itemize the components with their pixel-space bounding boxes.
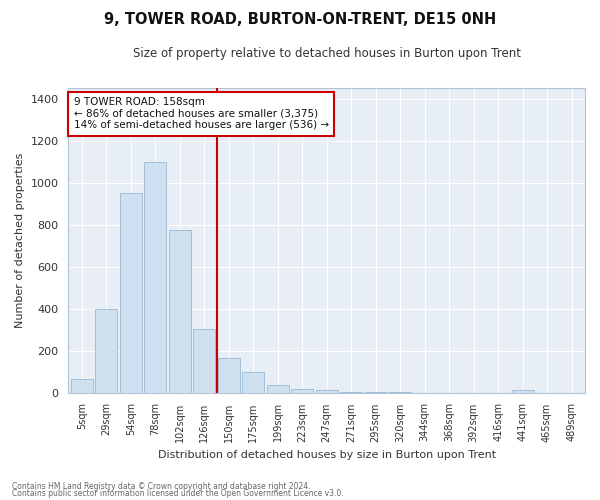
Bar	[120, 193, 142, 392]
Bar	[267, 385, 289, 392]
Bar	[169, 230, 191, 392]
Text: 9 TOWER ROAD: 158sqm
← 86% of detached houses are smaller (3,375)
14% of semi-de: 9 TOWER ROAD: 158sqm ← 86% of detached h…	[74, 97, 329, 130]
Bar	[242, 372, 264, 392]
X-axis label: Distribution of detached houses by size in Burton upon Trent: Distribution of detached houses by size …	[158, 450, 496, 460]
Bar	[95, 308, 118, 392]
Bar	[291, 389, 313, 392]
Bar	[71, 379, 93, 392]
Text: Contains public sector information licensed under the Open Government Licence v3: Contains public sector information licen…	[12, 489, 344, 498]
Title: Size of property relative to detached houses in Burton upon Trent: Size of property relative to detached ho…	[133, 48, 521, 60]
Y-axis label: Number of detached properties: Number of detached properties	[15, 152, 25, 328]
Text: 9, TOWER ROAD, BURTON-ON-TRENT, DE15 0NH: 9, TOWER ROAD, BURTON-ON-TRENT, DE15 0NH	[104, 12, 496, 28]
Bar	[512, 390, 533, 392]
Bar	[193, 328, 215, 392]
Bar	[316, 390, 338, 392]
Bar	[218, 358, 240, 392]
Bar	[145, 162, 166, 392]
Text: Contains HM Land Registry data © Crown copyright and database right 2024.: Contains HM Land Registry data © Crown c…	[12, 482, 311, 491]
